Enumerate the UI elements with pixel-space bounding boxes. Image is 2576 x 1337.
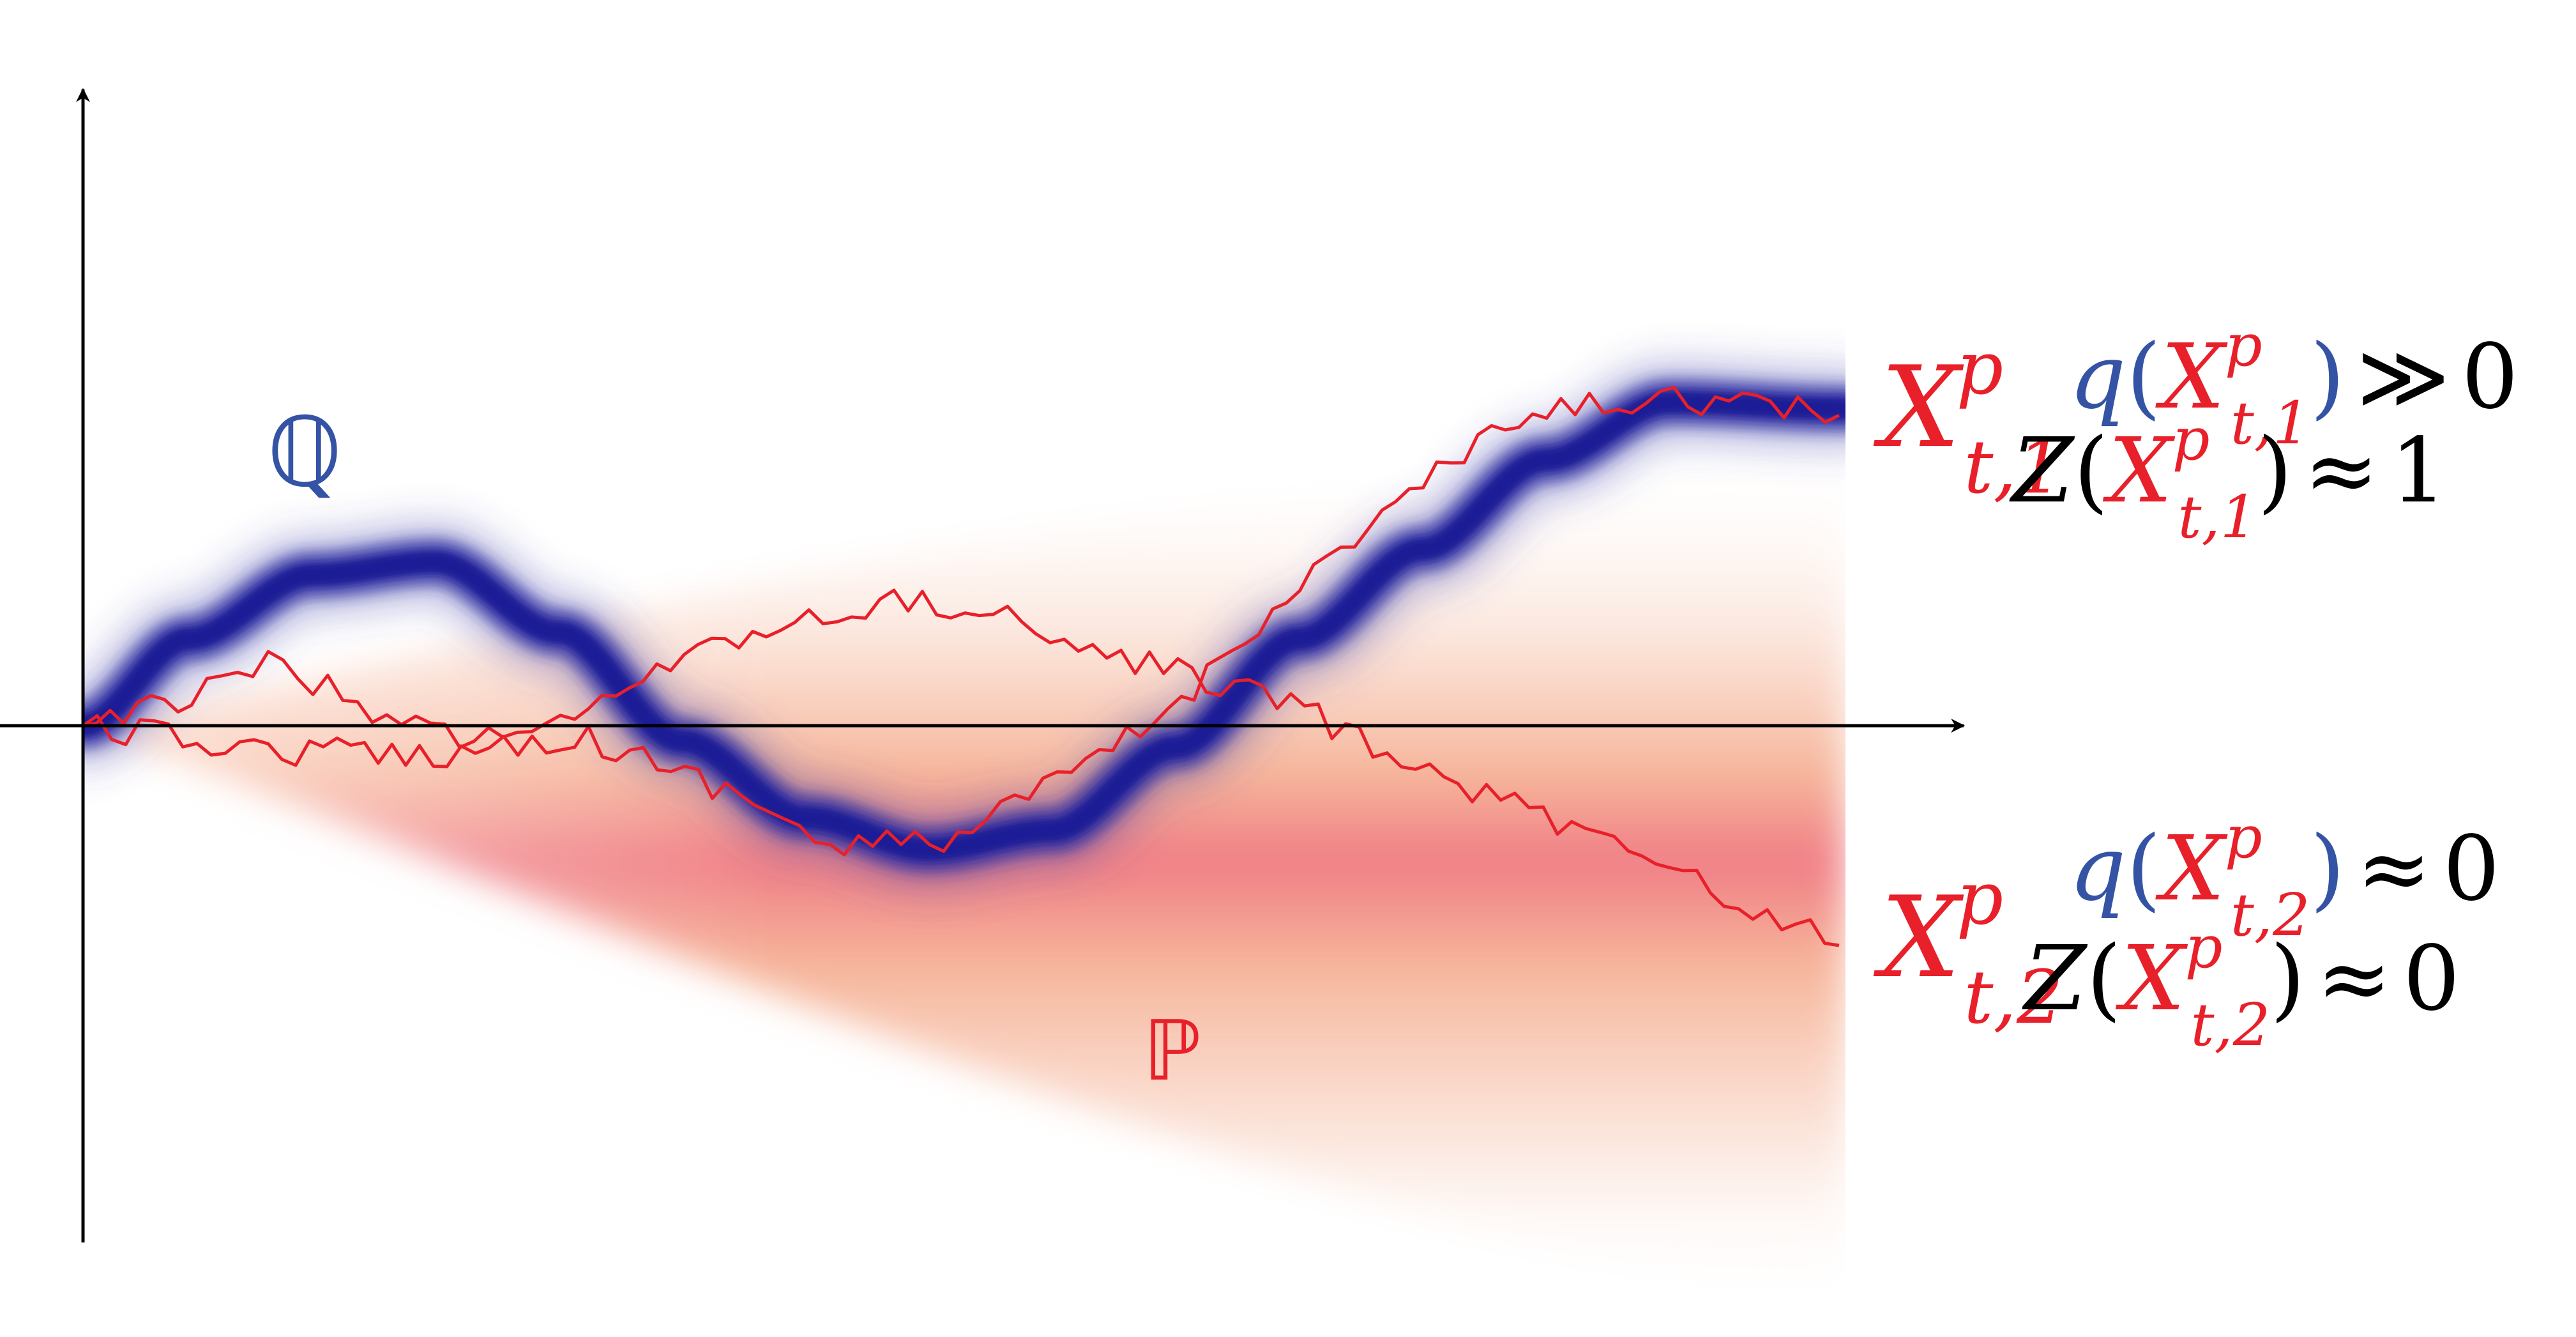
q-measure-symbol: ℚ (267, 397, 342, 508)
annotation-q-path1: q(Xp t,1) ≫ 0 (2069, 311, 2519, 457)
annotation-z-path1: Z(Xp t,1) ≈1 (2009, 405, 2447, 551)
p-measure-symbol: ℙ (1143, 1002, 1201, 1099)
sample-path-1 (82, 385, 1840, 857)
sample-path-2 (82, 588, 1840, 947)
annotation-q-path2: q(Xp t,2) ≈0 (2069, 803, 2500, 949)
path2-label: Xp t,2 (1873, 856, 2063, 1041)
path1-label: Xp t,1 (1873, 326, 2063, 510)
annotation-z-path2: Z(Xp t,2) ≈0 (2022, 913, 2460, 1059)
q-distribution-band (83, 361, 1845, 892)
